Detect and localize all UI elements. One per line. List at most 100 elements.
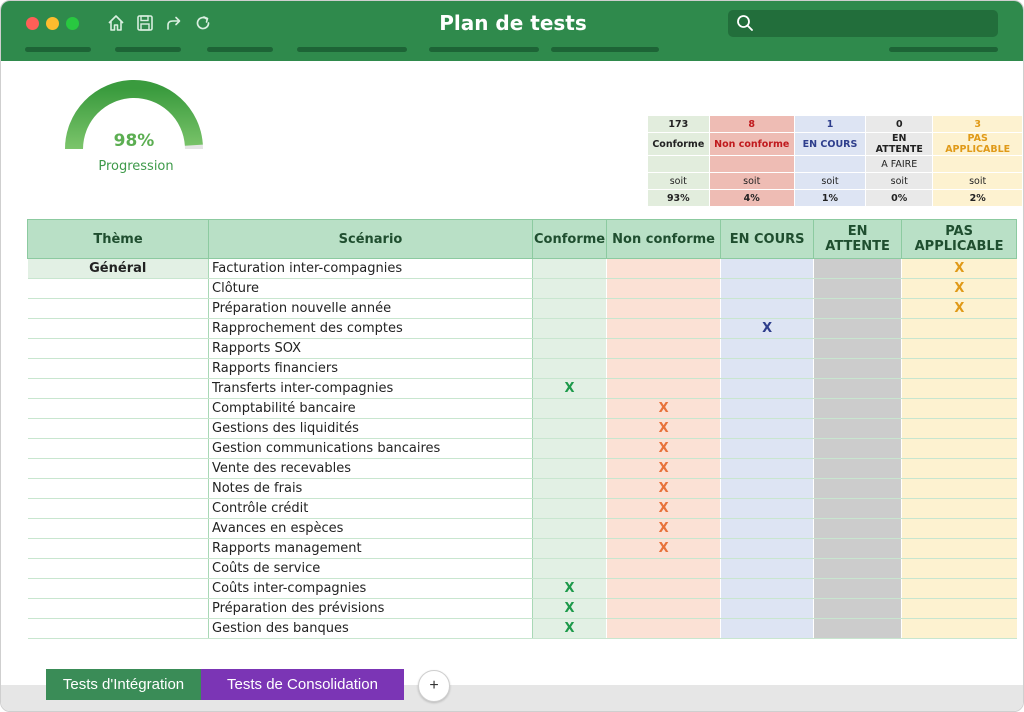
en-cours-cell[interactable] — [720, 498, 815, 519]
scenario-cell[interactable]: Coûts de service — [208, 558, 533, 579]
scenario-cell[interactable]: Préparation des prévisions — [208, 598, 533, 619]
scenario-cell[interactable]: Rapports management — [208, 538, 533, 559]
theme-cell[interactable] — [27, 318, 209, 339]
conforme-cell[interactable] — [532, 438, 608, 459]
save-icon[interactable] — [135, 13, 155, 33]
en-attente-cell[interactable] — [813, 458, 903, 479]
add-sheet-button[interactable]: + — [418, 670, 450, 702]
scenario-cell[interactable]: Rapprochement des comptes — [208, 318, 533, 339]
en-attente-cell[interactable] — [813, 538, 903, 559]
en-cours-cell[interactable] — [720, 258, 815, 279]
non-conforme-cell[interactable] — [606, 298, 722, 319]
en-cours-cell[interactable] — [720, 578, 815, 599]
theme-cell[interactable] — [27, 378, 209, 399]
theme-cell[interactable] — [27, 558, 209, 579]
scenario-cell[interactable]: Rapports financiers — [208, 358, 533, 379]
theme-cell[interactable] — [27, 358, 209, 379]
non-conforme-cell[interactable] — [606, 278, 722, 299]
en-attente-cell[interactable] — [813, 258, 903, 279]
en-cours-cell[interactable] — [720, 558, 815, 579]
scenario-cell[interactable]: Vente des recevables — [208, 458, 533, 479]
en-cours-cell[interactable] — [720, 438, 815, 459]
non-conforme-cell[interactable]: X — [606, 498, 722, 519]
header-non-conforme[interactable]: Non conforme — [606, 219, 722, 259]
conforme-cell[interactable] — [532, 318, 608, 339]
conforme-cell[interactable] — [532, 518, 608, 539]
minimize-dot[interactable] — [46, 17, 59, 30]
en-attente-cell[interactable] — [813, 518, 903, 539]
scenario-cell[interactable]: Gestions des liquidités — [208, 418, 533, 439]
scenario-cell[interactable]: Transferts inter-compagnies — [208, 378, 533, 399]
scenario-cell[interactable]: Clôture — [208, 278, 533, 299]
theme-cell[interactable] — [27, 618, 209, 639]
theme-cell[interactable] — [27, 478, 209, 499]
header-theme[interactable]: Thème — [27, 219, 209, 259]
share-icon[interactable] — [164, 13, 184, 33]
en-cours-cell[interactable] — [720, 358, 815, 379]
conforme-cell[interactable] — [532, 458, 608, 479]
scenario-cell[interactable]: Gestion des banques — [208, 618, 533, 639]
en-attente-cell[interactable] — [813, 378, 903, 399]
theme-cell[interactable] — [27, 298, 209, 319]
en-attente-cell[interactable] — [813, 438, 903, 459]
non-conforme-cell[interactable]: X — [606, 538, 722, 559]
theme-cell[interactable] — [27, 598, 209, 619]
conforme-cell[interactable] — [532, 338, 608, 359]
search-box[interactable] — [728, 10, 998, 37]
en-cours-cell[interactable] — [720, 518, 815, 539]
scenario-cell[interactable]: Notes de frais — [208, 478, 533, 499]
en-cours-cell[interactable] — [720, 458, 815, 479]
pas-applicable-cell[interactable] — [901, 518, 1017, 539]
en-cours-cell[interactable] — [720, 378, 815, 399]
conforme-cell[interactable]: X — [532, 378, 608, 399]
theme-cell[interactable] — [27, 418, 209, 439]
pas-applicable-cell[interactable] — [901, 458, 1017, 479]
pas-applicable-cell[interactable] — [901, 538, 1017, 559]
en-attente-cell[interactable] — [813, 558, 903, 579]
conforme-cell[interactable] — [532, 498, 608, 519]
pas-applicable-cell[interactable] — [901, 318, 1017, 339]
pas-applicable-cell[interactable] — [901, 498, 1017, 519]
scenario-cell[interactable]: Facturation inter-compagnies — [208, 258, 533, 279]
conforme-cell[interactable] — [532, 278, 608, 299]
theme-cell[interactable] — [27, 438, 209, 459]
conforme-cell[interactable] — [532, 358, 608, 379]
pas-applicable-cell[interactable] — [901, 558, 1017, 579]
en-attente-cell[interactable] — [813, 478, 903, 499]
pas-applicable-cell[interactable] — [901, 378, 1017, 399]
non-conforme-cell[interactable] — [606, 338, 722, 359]
en-cours-cell[interactable] — [720, 418, 815, 439]
pas-applicable-cell[interactable]: X — [901, 258, 1017, 279]
en-attente-cell[interactable] — [813, 318, 903, 339]
scenario-cell[interactable]: Préparation nouvelle année — [208, 298, 533, 319]
scenario-cell[interactable]: Coûts inter-compagnies — [208, 578, 533, 599]
en-cours-cell[interactable] — [720, 298, 815, 319]
tab-tests-consolidation[interactable]: Tests de Consolidation — [201, 669, 404, 700]
theme-cell[interactable] — [27, 458, 209, 479]
header-scenario[interactable]: Scénario — [208, 219, 533, 259]
scenario-cell[interactable]: Gestion communications bancaires — [208, 438, 533, 459]
pas-applicable-cell[interactable] — [901, 338, 1017, 359]
tab-tests-integration[interactable]: Tests d'Intégration — [46, 669, 201, 700]
scenario-cell[interactable]: Rapports SOX — [208, 338, 533, 359]
en-cours-cell[interactable] — [720, 618, 815, 639]
scenario-cell[interactable]: Comptabilité bancaire — [208, 398, 533, 419]
en-attente-cell[interactable] — [813, 298, 903, 319]
refresh-icon[interactable] — [193, 13, 213, 33]
scenario-cell[interactable]: Avances en espèces — [208, 518, 533, 539]
non-conforme-cell[interactable]: X — [606, 458, 722, 479]
non-conforme-cell[interactable] — [606, 558, 722, 579]
non-conforme-cell[interactable] — [606, 258, 722, 279]
maximize-dot[interactable] — [66, 17, 79, 30]
en-attente-cell[interactable] — [813, 418, 903, 439]
non-conforme-cell[interactable] — [606, 378, 722, 399]
conforme-cell[interactable] — [532, 258, 608, 279]
en-cours-cell[interactable] — [720, 538, 815, 559]
pas-applicable-cell[interactable]: X — [901, 278, 1017, 299]
non-conforme-cell[interactable]: X — [606, 518, 722, 539]
pas-applicable-cell[interactable] — [901, 478, 1017, 499]
en-attente-cell[interactable] — [813, 498, 903, 519]
en-cours-cell[interactable] — [720, 278, 815, 299]
close-dot[interactable] — [26, 17, 39, 30]
pas-applicable-cell[interactable] — [901, 438, 1017, 459]
